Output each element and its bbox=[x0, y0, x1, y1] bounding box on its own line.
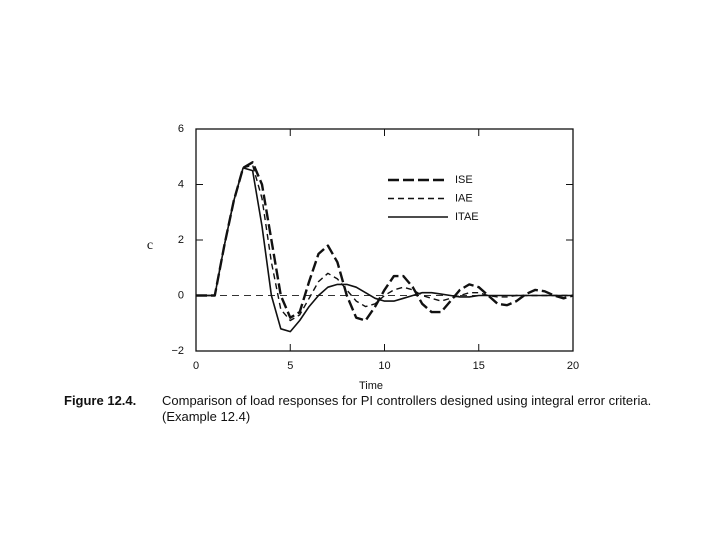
x-tick-label: 0 bbox=[193, 360, 199, 372]
x-axis-label: Time bbox=[359, 380, 383, 392]
y-tick-label: 2 bbox=[178, 234, 184, 246]
y-tick-label: 4 bbox=[178, 178, 184, 190]
legend-label: IAE bbox=[455, 192, 473, 204]
legend-label: ISE bbox=[455, 174, 473, 186]
y-tick-label: −2 bbox=[171, 345, 184, 357]
caption-label: Figure 12.4. bbox=[64, 393, 137, 408]
series-line bbox=[196, 161, 574, 322]
series-line bbox=[196, 164, 573, 322]
legend-label: ITAE bbox=[455, 211, 479, 223]
caption: Figure 12.4. Comparison of load responses… bbox=[64, 393, 674, 425]
x-tick-label: 15 bbox=[473, 360, 485, 372]
series-line bbox=[196, 167, 573, 333]
caption-text: Comparison of load responses for PI cont… bbox=[162, 393, 652, 424]
x-tick-label: 20 bbox=[567, 360, 579, 372]
y-tick-label: 0 bbox=[178, 289, 184, 301]
x-tick-label: 10 bbox=[378, 360, 390, 372]
y-axis-label: c bbox=[147, 238, 153, 253]
y-tick-label: 6 bbox=[178, 123, 184, 135]
x-tick-label: 5 bbox=[287, 360, 293, 372]
